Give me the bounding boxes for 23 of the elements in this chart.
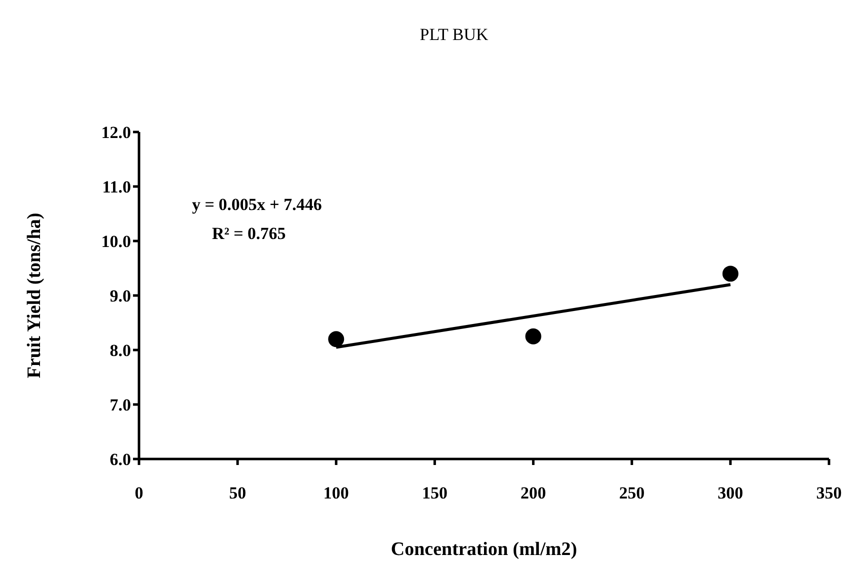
point: [722, 266, 738, 282]
y-tick-label: 10.0: [101, 232, 131, 251]
y-axis-title: Fruit Yield (tons/ha): [24, 212, 45, 378]
x-tick-label: 100: [323, 484, 349, 503]
x-tick-label: 200: [520, 484, 546, 503]
x-tick-label: 150: [422, 484, 448, 503]
y-tick-label: 11.0: [102, 177, 131, 196]
point: [525, 328, 542, 344]
y-tick-label: 9.0: [110, 286, 131, 306]
annotation: y = 0.005x + 7.446: [192, 195, 322, 214]
y-tick-label: 6.0: [110, 450, 131, 469]
y-tick-label: 12.0: [101, 122, 131, 142]
x-axis-title: Concentration (ml/m2): [390, 539, 578, 560]
y-tick-label: 7.0: [110, 395, 131, 414]
x-tick-label: 350: [816, 484, 842, 503]
x-tick-label: 0: [134, 484, 144, 503]
x-tick-label: 300: [718, 484, 744, 503]
chart-title: PLT BUK: [420, 25, 489, 44]
x-tick-label: 250: [619, 484, 645, 503]
point: [328, 331, 344, 348]
annotation: R² = 0.765: [212, 224, 286, 243]
x-tick-label: 50: [229, 484, 246, 503]
y-tick-label: 8.0: [110, 340, 131, 360]
